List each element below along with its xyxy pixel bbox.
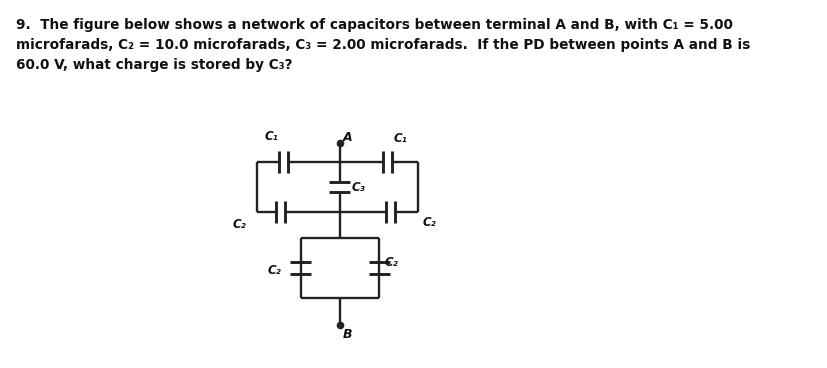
Text: B: B: [342, 328, 351, 341]
Text: C₂: C₂: [384, 256, 398, 269]
Text: C₁: C₁: [393, 132, 406, 145]
Text: C₂: C₂: [232, 218, 246, 231]
Text: C₁: C₁: [264, 130, 278, 143]
Text: A: A: [342, 131, 351, 144]
Text: C₃: C₃: [351, 181, 366, 194]
Text: 9.  The figure below shows a network of capacitors between terminal A and B, wit: 9. The figure below shows a network of c…: [16, 18, 749, 72]
Text: C₂: C₂: [422, 216, 436, 229]
Text: C₂: C₂: [267, 264, 281, 277]
